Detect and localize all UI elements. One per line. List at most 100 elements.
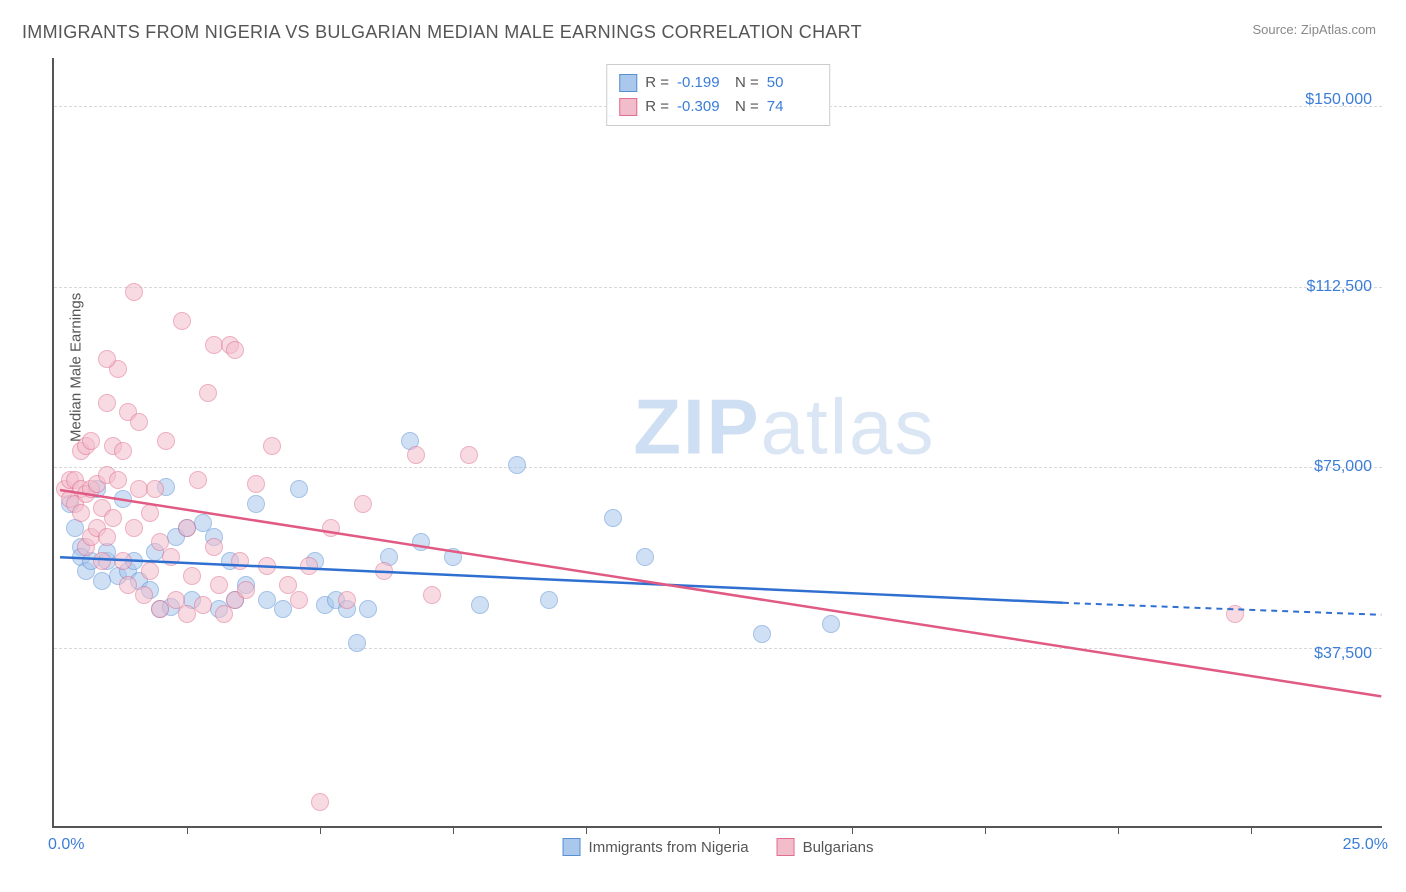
legend-swatch-bulgarians	[619, 98, 637, 116]
y-tick-label: $37,500	[1314, 645, 1372, 663]
data-point-bulgarians	[247, 475, 265, 493]
data-point-nigeria	[359, 600, 377, 618]
y-axis-label: Median Male Earnings	[68, 293, 85, 442]
data-point-bulgarians	[338, 591, 356, 609]
data-point-bulgarians	[199, 384, 217, 402]
data-point-bulgarians	[375, 562, 393, 580]
data-point-bulgarians	[125, 519, 143, 537]
n-value-nigeria: 50	[767, 71, 817, 95]
x-tick	[320, 826, 321, 834]
data-point-nigeria	[290, 480, 308, 498]
data-point-bulgarians	[311, 793, 329, 811]
data-point-bulgarians	[98, 350, 116, 368]
data-point-nigeria	[412, 533, 430, 551]
data-point-bulgarians	[322, 519, 340, 537]
data-point-bulgarians	[210, 576, 228, 594]
series-legend: Immigrants from Nigeria Bulgarians	[563, 838, 874, 856]
data-point-bulgarians	[130, 413, 148, 431]
y-tick-label: $75,000	[1314, 458, 1372, 476]
data-point-bulgarians	[183, 567, 201, 585]
r-label: R =	[645, 95, 669, 119]
r-value-bulgarians: -0.309	[677, 95, 727, 119]
r-value-nigeria: -0.199	[677, 71, 727, 95]
legend-swatch-nigeria	[619, 74, 637, 92]
legend-item-nigeria: Immigrants from Nigeria	[563, 838, 749, 856]
data-point-nigeria	[348, 634, 366, 652]
x-tick	[985, 826, 986, 834]
data-point-bulgarians	[189, 471, 207, 489]
data-point-bulgarians	[93, 552, 111, 570]
legend-row-nigeria: R = -0.199 N = 50	[619, 71, 817, 95]
data-point-bulgarians	[460, 446, 478, 464]
watermark-atlas: atlas	[761, 382, 936, 470]
legend-item-bulgarians: Bulgarians	[777, 838, 874, 856]
legend-swatch-bulgarians-b	[777, 838, 795, 856]
r-label: R =	[645, 71, 669, 95]
data-point-nigeria	[274, 600, 292, 618]
data-point-bulgarians	[72, 504, 90, 522]
data-point-nigeria	[636, 548, 654, 566]
data-point-nigeria	[444, 548, 462, 566]
data-point-bulgarians	[194, 596, 212, 614]
data-point-nigeria	[114, 490, 132, 508]
y-tick-label: $112,500	[1306, 278, 1372, 296]
data-point-bulgarians	[178, 519, 196, 537]
data-point-nigeria	[508, 456, 526, 474]
x-axis-min: 0.0%	[48, 836, 84, 854]
data-point-bulgarians	[98, 394, 116, 412]
correlation-legend: R = -0.199 N = 50 R = -0.309 N = 74	[606, 64, 830, 126]
data-point-bulgarians	[258, 557, 276, 575]
legend-label-nigeria: Immigrants from Nigeria	[589, 839, 749, 856]
x-tick	[1118, 826, 1119, 834]
legend-row-bulgarians: R = -0.309 N = 74	[619, 95, 817, 119]
data-point-bulgarians	[104, 509, 122, 527]
data-point-nigeria	[471, 596, 489, 614]
x-tick	[586, 826, 587, 834]
x-tick	[1251, 826, 1252, 834]
gridline	[54, 287, 1382, 288]
data-point-bulgarians	[114, 552, 132, 570]
legend-swatch-nigeria-b	[563, 838, 581, 856]
x-axis-max: 25.0%	[1343, 836, 1388, 854]
data-point-bulgarians	[151, 600, 169, 618]
data-point-bulgarians	[162, 548, 180, 566]
y-tick-label: $150,000	[1305, 91, 1372, 109]
data-point-nigeria	[604, 509, 622, 527]
data-point-nigeria	[753, 625, 771, 643]
data-point-bulgarians	[1226, 605, 1244, 623]
data-point-nigeria	[247, 495, 265, 513]
trend-lines	[54, 58, 1382, 826]
trend-line-dash-nigeria	[1063, 603, 1381, 615]
data-point-bulgarians	[231, 552, 249, 570]
data-point-bulgarians	[237, 581, 255, 599]
data-point-bulgarians	[157, 432, 175, 450]
x-tick	[719, 826, 720, 834]
data-point-bulgarians	[114, 442, 132, 460]
source-label: Source: ZipAtlas.com	[1252, 22, 1376, 37]
data-point-bulgarians	[141, 504, 159, 522]
data-point-bulgarians	[135, 586, 153, 604]
data-point-bulgarians	[263, 437, 281, 455]
legend-label-bulgarians: Bulgarians	[803, 839, 874, 856]
data-point-bulgarians	[109, 471, 127, 489]
watermark: ZIPatlas	[633, 381, 935, 472]
data-point-bulgarians	[125, 283, 143, 301]
data-point-bulgarians	[82, 432, 100, 450]
gridline	[54, 648, 1382, 649]
data-point-bulgarians	[226, 341, 244, 359]
data-point-nigeria	[822, 615, 840, 633]
data-point-bulgarians	[300, 557, 318, 575]
data-point-bulgarians	[146, 480, 164, 498]
x-tick	[453, 826, 454, 834]
data-point-bulgarians	[423, 586, 441, 604]
x-tick	[852, 826, 853, 834]
data-point-bulgarians	[98, 528, 116, 546]
n-label: N =	[735, 71, 759, 95]
data-point-bulgarians	[290, 591, 308, 609]
n-value-bulgarians: 74	[767, 95, 817, 119]
data-point-bulgarians	[407, 446, 425, 464]
chart-title: IMMIGRANTS FROM NIGERIA VS BULGARIAN MED…	[22, 22, 862, 43]
data-point-bulgarians	[205, 538, 223, 556]
gridline	[54, 467, 1382, 468]
data-point-bulgarians	[173, 312, 191, 330]
